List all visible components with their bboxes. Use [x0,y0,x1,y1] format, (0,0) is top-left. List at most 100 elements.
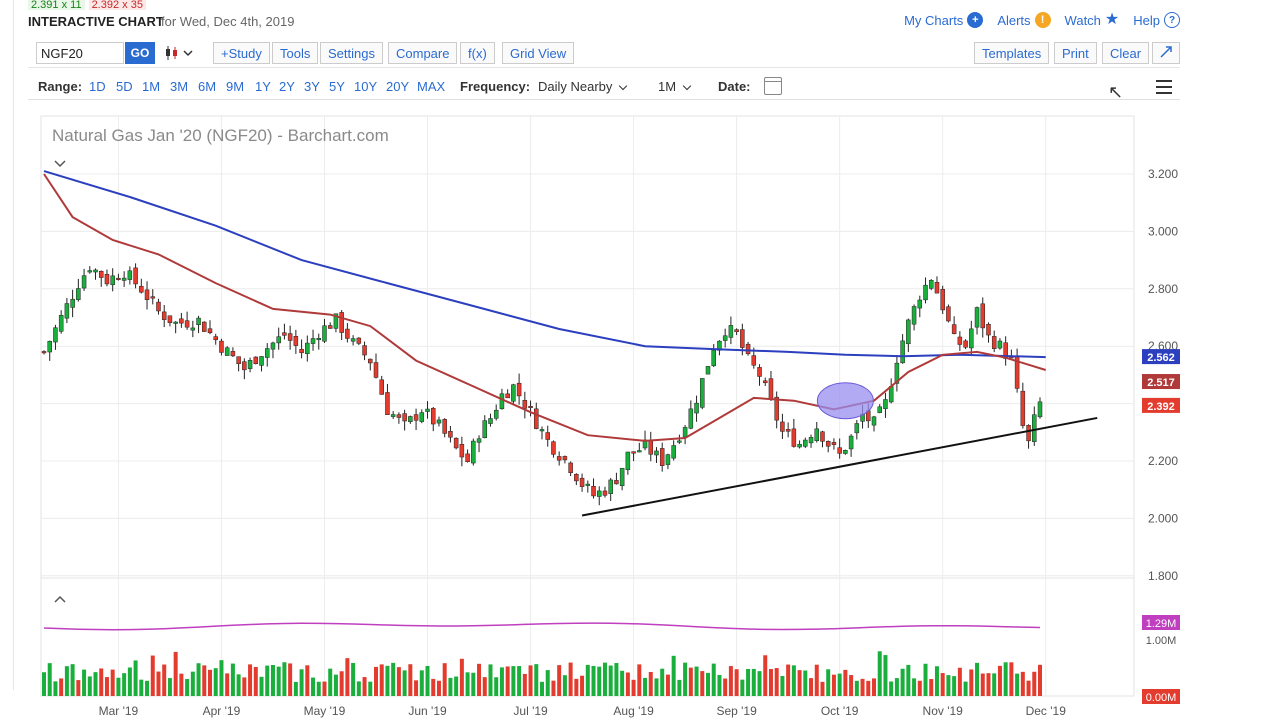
candle-body [310,338,316,344]
volume-bar [179,673,184,696]
volume-bar [1003,662,1008,696]
candle-body [688,408,694,429]
collapse-price-pane-button[interactable] [50,154,70,172]
volume-bar [872,678,876,696]
range-1m[interactable]: 1M [142,79,161,94]
chart-type-selector[interactable] [164,46,193,60]
candle-body [751,355,757,366]
clear-button[interactable]: Clear [1102,42,1150,64]
candle-body [396,414,402,418]
compare-button[interactable]: Compare [388,42,458,64]
volume-bar [82,669,87,696]
chart-toolbar: GO +Study Tools Settings Compare f(x) Gr… [28,40,1180,68]
candle-body [574,473,579,482]
add-study-button[interactable]: +Study [213,42,270,64]
volume-bar [826,669,831,696]
print-button[interactable]: Print [1054,42,1097,64]
last-price-tag [1142,349,1180,365]
range-6m[interactable]: 6M [198,79,217,94]
help-link[interactable]: Help ? [1133,12,1180,28]
range-10y[interactable]: 10Y [354,79,378,94]
range-9m[interactable]: 9M [226,79,245,94]
candle-body [625,451,631,471]
range-5y[interactable]: 5Y [329,79,345,94]
candle-body [568,462,573,473]
volume-bar [866,680,871,696]
volume-bar [631,679,636,696]
go-button[interactable]: GO [125,42,155,64]
expand-icon[interactable] [1152,42,1180,64]
candle-body [1026,425,1031,442]
volume-bar [162,664,167,696]
range-max[interactable]: MAX [417,79,446,94]
volume-bar [574,678,579,696]
candle-body [900,340,905,364]
candle-body [121,277,127,281]
interval-select[interactable]: 1M [658,79,692,94]
volume-bar [259,676,264,696]
candle-body [946,306,951,322]
volume-bar [59,678,64,696]
candle-body [705,366,711,375]
volume-bar [912,678,917,696]
last-price-label: 2.392 [1147,401,1175,413]
my-charts-link[interactable]: My Charts + [904,12,984,28]
candle-body [471,440,476,464]
candle-body [596,490,602,497]
candle-body [476,438,482,443]
moving-average-50-line [43,173,1046,442]
range-3y[interactable]: 3Y [304,79,320,94]
volume-bar [248,664,253,696]
chart-area[interactable]: 3.2003.0002.8002.6002.4002.2002.0001.800… [40,114,1182,720]
candle-body [345,328,350,339]
candle-body [957,336,963,345]
collapse-volume-pane-button[interactable] [50,590,70,608]
tools-button[interactable]: Tools [272,42,319,64]
volume-bar [362,677,367,696]
grid-view-button[interactable]: Grid View [502,42,575,64]
range-label: Range: [38,79,83,94]
frequency-select[interactable]: Daily Nearby [538,79,628,94]
watch-link[interactable]: Watch ★ [1065,12,1120,28]
candle-body [93,269,98,273]
candle-body [820,431,825,442]
range-1y[interactable]: 1Y [255,79,271,94]
volume-bar [402,670,407,696]
price-chart[interactable]: 3.2003.0002.8002.6002.4002.2002.0001.800… [40,114,1182,720]
candlestick-icon [166,46,177,60]
templates-button[interactable]: Templates [974,42,1050,64]
calendar-icon[interactable] [764,77,782,95]
range-1d[interactable]: 1D [89,79,106,94]
candle-body [58,314,64,332]
candle-body [871,416,877,426]
candle-body [230,351,236,357]
volume-bar [265,665,270,696]
range-5d[interactable]: 5D [116,79,133,94]
candle-body [1037,401,1043,418]
chevron-down-icon [183,50,193,57]
frequency-label: Frequency: [460,79,531,94]
symbol-input[interactable] [36,42,124,64]
hamburger-menu-icon[interactable] [1156,80,1172,94]
candle-body [482,420,488,439]
range-2y[interactable]: 2Y [279,79,295,94]
volume-bar [723,678,728,696]
candle-body [327,325,333,329]
volume-bar [328,668,333,696]
settings-button[interactable]: Settings [320,42,383,64]
fx-button[interactable]: f(x) [460,42,495,64]
alerts-link[interactable]: Alerts ! [997,12,1051,28]
volume-bar [374,666,378,696]
candle-body [127,270,133,280]
volume-bar [849,675,854,696]
range-3m[interactable]: 3M [170,79,189,94]
volume-bar [791,665,796,696]
interval-value: 1M [658,79,677,94]
volume-bar [316,681,321,696]
volume-bar [992,673,997,696]
candle-body [648,440,654,455]
range-20y[interactable]: 20Y [386,79,410,94]
star-icon: ★ [1104,11,1120,28]
volume-bar [64,666,69,696]
volume-bar [883,655,888,696]
